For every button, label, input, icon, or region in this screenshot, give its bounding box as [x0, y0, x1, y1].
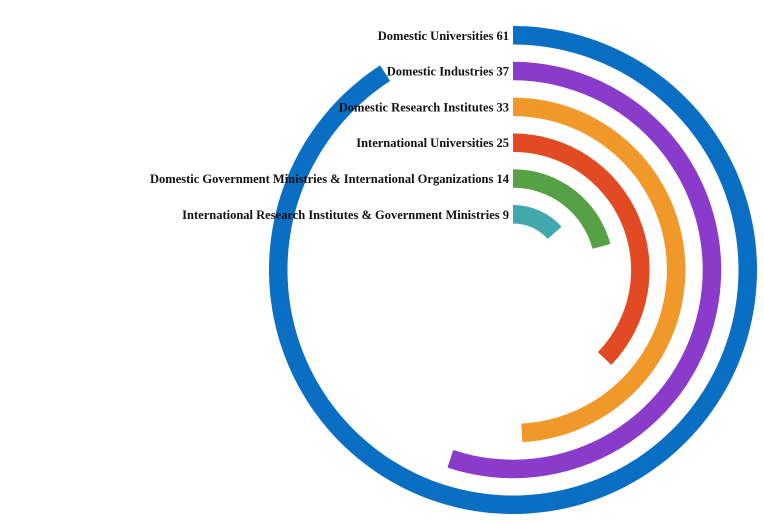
arc-3 — [513, 97, 686, 443]
label-group: Domestic Universities 61 Domestic Industr… — [150, 29, 510, 222]
arc-5 — [513, 169, 611, 249]
series-label-4: International Universities 25 — [356, 136, 509, 150]
series-label-1: Domestic Universities 61 — [378, 29, 509, 43]
arc-6 — [513, 205, 562, 240]
series-label-5: Domestic Government Ministries & Interna… — [150, 172, 510, 186]
series-label-3: Domestic Research Institutes 33 — [339, 100, 509, 114]
arc-group — [268, 26, 757, 514]
series-label-6: International Research Institutes & Gove… — [182, 208, 509, 222]
arc-4 — [513, 133, 650, 365]
series-label-2: Domestic Industries 37 — [387, 65, 509, 79]
